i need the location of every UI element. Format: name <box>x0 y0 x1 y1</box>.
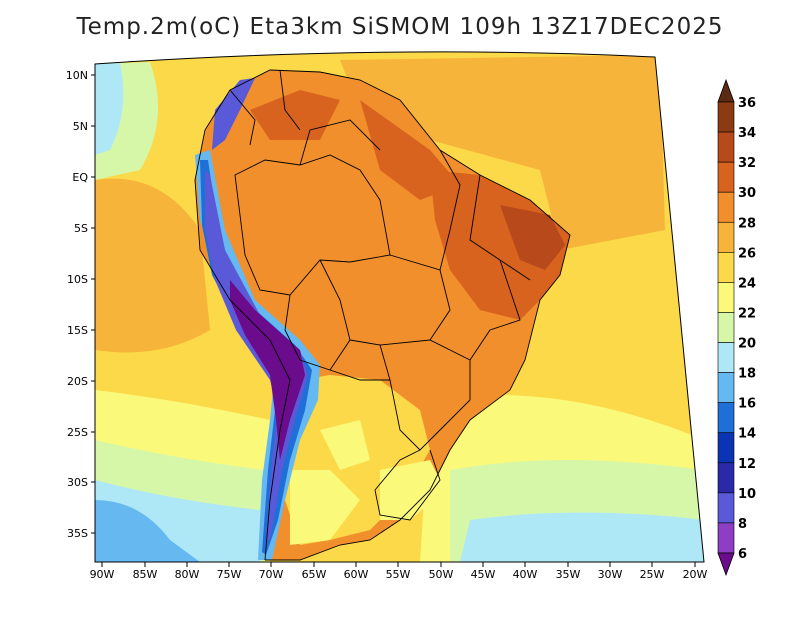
colorbar-label: 28 <box>738 216 756 231</box>
lon-label: 80W <box>175 568 200 581</box>
colorbar-segment <box>717 522 735 554</box>
colorbar-label: 36 <box>738 96 756 111</box>
lat-label: 30S <box>67 476 88 489</box>
lon-label: 55W <box>386 568 411 581</box>
temperature-field <box>95 51 704 563</box>
colorbar: 36 34 32 30 28 26 24 22 20 18 16 14 12 10 8 6 <box>717 78 756 577</box>
colorbar-segment <box>717 161 735 193</box>
colorbar-segment <box>717 131 735 163</box>
colorbar-segment <box>717 101 735 133</box>
colorbar-label: 26 <box>738 246 756 261</box>
colorbar-label: 20 <box>738 337 756 352</box>
lon-label: 40W <box>513 568 538 581</box>
lon-label: 65W <box>302 568 327 581</box>
lat-label: 15S <box>67 324 88 337</box>
lon-label: 75W <box>217 568 242 581</box>
lat-label: 20S <box>67 375 88 388</box>
colorbar-segment <box>717 221 735 253</box>
colorbar-segment <box>717 402 735 434</box>
lat-label: EQ <box>72 171 88 184</box>
lon-label: 30W <box>598 568 623 581</box>
colorbar-segment <box>717 492 735 524</box>
colorbar-label: 10 <box>738 487 756 502</box>
colorbar-label: 32 <box>738 156 756 171</box>
lon-label: 60W <box>344 568 369 581</box>
lon-label: 70W <box>259 568 284 581</box>
colorbar-label: 16 <box>738 397 756 412</box>
map-frame <box>94 51 705 563</box>
colorbar-label: 30 <box>738 186 756 201</box>
colorbar-label: 6 <box>738 547 747 562</box>
lon-label: 35W <box>556 568 581 581</box>
colorbar-label: 8 <box>738 517 747 532</box>
colorbar-label: 34 <box>738 126 756 141</box>
lat-label: 10N <box>66 69 88 82</box>
colorbar-segment <box>717 462 735 494</box>
lat-label: 10S <box>67 273 88 286</box>
colorbar-top-arrow <box>717 78 735 103</box>
colorbar-label: 22 <box>738 306 756 321</box>
lon-label: 90W <box>90 568 115 581</box>
colorbar-segment <box>717 312 735 343</box>
colorbar-segment <box>717 191 735 223</box>
colorbar-label: 14 <box>738 427 756 442</box>
colorbar-segment <box>717 342 735 373</box>
colorbar-label: 24 <box>738 276 756 291</box>
lat-label: 5N <box>73 120 88 133</box>
latitude-axis: 10N 5N EQ 5S 10S 15S 20S 25S 30S 35S <box>66 69 95 540</box>
lat-label: 35S <box>67 527 88 540</box>
lon-label: 25W <box>640 568 665 581</box>
longitude-axis: 90W 85W 80W 75W 70W 65W 60W 55W 50W 45W … <box>90 562 708 581</box>
country-borders <box>194 69 571 561</box>
colorbar-label: 18 <box>738 367 756 382</box>
colorbar-bottom-arrow <box>717 552 735 577</box>
colorbar-label: 12 <box>738 457 756 472</box>
lat-label: 5S <box>74 222 88 235</box>
map-title: Temp.2m(oC) Eta3km SiSMOM 109h 13Z17DEC2… <box>76 14 724 40</box>
lat-label: 25S <box>67 426 88 439</box>
lon-label: 50W <box>429 568 454 581</box>
colorbar-segment <box>717 252 735 283</box>
colorbar-segment <box>717 282 735 313</box>
lon-label: 20W <box>683 568 708 581</box>
colorbar-segment <box>717 372 735 403</box>
lon-label: 45W <box>471 568 496 581</box>
lon-label: 85W <box>133 568 158 581</box>
colorbar-segment <box>717 432 735 464</box>
